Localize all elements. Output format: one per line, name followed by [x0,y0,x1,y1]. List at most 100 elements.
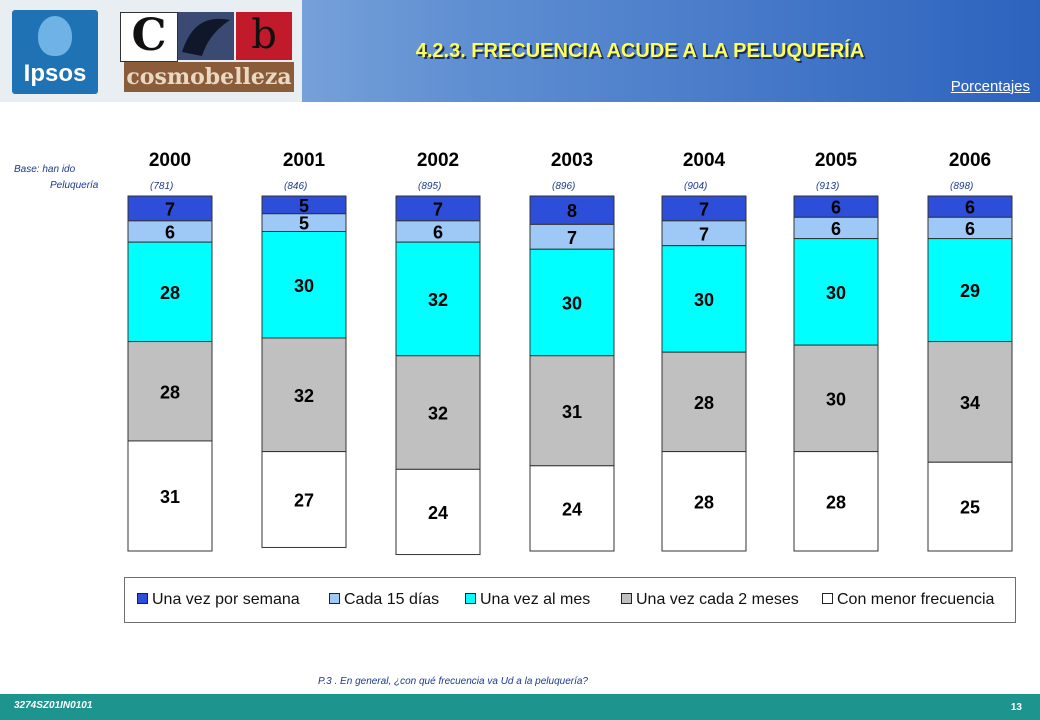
base-label: Base: han ido [14,164,76,175]
base-count-2001: (846) [284,181,307,192]
data-label-2002-2: 32 [428,290,448,310]
legend-swatch-3 [621,593,632,605]
data-label-2005-2: 30 [826,283,846,303]
data-label-2003-2: 30 [562,294,582,314]
units-label: Porcentajes [950,78,1030,95]
bar-segment-2003-4 [529,465,615,552]
base-label-2: Peluquería [50,180,99,191]
data-label-2001-2: 30 [294,276,314,296]
bar-segment-2005-2 [793,238,879,346]
data-label-2004-4: 28 [694,492,714,512]
data-label-2006-2: 29 [960,281,980,301]
bar-segment-2001-2 [261,231,347,339]
cosmobelleza-logo: cosmobelleza [124,62,294,92]
data-label-2005-3: 30 [826,389,846,409]
cb-logo-b: b [236,12,292,60]
bar-segment-2002-2 [395,241,481,357]
data-label-2004-1: 7 [699,224,709,244]
bar-segment-2000-4 [127,440,213,552]
legend-item-4: Con menor frecuencia [822,591,994,609]
base-count-2000: (781) [150,181,173,192]
legend-label-0: Una vez por semana [152,591,300,608]
legend-swatch-1 [329,593,340,605]
base-count-2006: (898) [950,181,973,192]
data-label-2000-2: 28 [160,283,180,303]
header-banner: Ipsos C b cosmobelleza 4.2.3. FRECUENCIA… [0,0,1040,102]
data-label-2005-1: 6 [831,219,841,239]
legend-label-4: Con menor frecuencia [837,591,995,608]
cb-logo-figure-icon [178,12,234,60]
data-label-2004-2: 30 [694,290,714,310]
data-label-2006-1: 6 [965,219,975,239]
base-count-2004: (904) [684,181,707,192]
data-label-2001-1: 5 [299,214,309,234]
legend-swatch-4 [822,593,833,605]
data-label-2005-0: 6 [831,198,841,218]
legend-label-2: Una vez al mes [480,591,591,608]
page-title: 4.2.3. FRECUENCIA ACUDE A LA PELUQUERÍA [415,40,865,62]
data-label-2000-1: 6 [165,223,175,243]
bar-segment-2002-0 [395,195,481,222]
bar-segment-2001-4 [261,451,347,548]
year-label-2002: 2002 [417,150,459,171]
data-label-2006-4: 25 [960,498,980,518]
bar-segment-2004-0 [661,195,747,222]
data-label-2000-4: 31 [160,487,180,507]
data-label-2002-0: 7 [433,199,443,219]
bar-segment-2006-4 [927,461,1013,552]
data-label-2004-0: 7 [699,199,709,219]
data-label-2002-3: 32 [428,404,448,424]
legend-swatch-2 [465,593,476,605]
bar-segment-2006-2 [927,238,1013,343]
legend-item-0: Una vez por semana [137,591,300,609]
base-count-2003: (896) [552,181,575,192]
year-label-2001: 2001 [283,150,326,171]
bar-segment-2004-2 [661,245,747,353]
question-text: P.3 . En general, ¿con qué frecuencia va… [318,676,588,687]
data-label-2000-3: 28 [160,382,180,402]
data-label-2001-3: 32 [294,386,314,406]
data-label-2004-3: 28 [694,393,714,413]
bar-segment-2005-4 [793,451,879,552]
bar-segment-2000-2 [127,241,213,343]
data-label-2003-3: 31 [562,402,582,422]
cb-logo-c: C [120,12,178,62]
bar-segment-2002-3 [395,355,481,470]
footer-bar: 3274SZ01IN0101 13 [0,694,1040,720]
data-label-2003-1: 7 [567,228,577,248]
bar-segment-2004-4 [661,451,747,552]
legend-label-3: Una vez cada 2 meses [636,591,799,608]
data-label-2002-1: 6 [433,223,443,243]
data-label-2003-0: 8 [567,201,577,221]
chart-legend: Una vez por semana Cada 15 días Una vez al… [124,577,1016,623]
ipsos-logo-text: Ipsos [23,60,87,87]
legend-item-2: Una vez al mes [465,591,590,609]
legend-swatch-0 [137,593,148,605]
year-label-2004: 2004 [683,150,726,171]
data-label-2005-4: 28 [826,492,846,512]
ipsos-face-icon [38,16,72,56]
legend-item-3: Una vez cada 2 meses [621,591,799,609]
data-label-2001-4: 27 [294,491,314,511]
bar-segment-2000-3 [127,341,213,442]
year-label-2006: 2006 [949,150,991,171]
data-label-2006-0: 6 [965,198,975,218]
data-label-2003-4: 24 [562,499,582,519]
page-number: 13 [1010,702,1022,713]
bar-segment-2002-4 [395,468,481,556]
bar-segment-2003-0 [529,195,615,225]
legend-item-1: Cada 15 días [329,591,439,609]
data-label-2000-0: 7 [165,199,175,219]
bar-segment-2004-3 [661,351,747,453]
base-count-2005: (913) [816,181,839,192]
bar-segment-2003-2 [529,248,615,357]
stacked-bar-chart: 2000 (781) 7 6 28 28 31 2001 (846) 55 30 32 27 2002 (8… [127,150,1013,556]
ipsos-logo: Ipsos [12,10,98,94]
base-count-2002: (895) [418,181,441,192]
year-label-2003: 2003 [551,150,593,171]
bar-segment-2001-3 [261,337,347,453]
year-label-2005: 2005 [815,150,858,171]
data-label-2002-4: 24 [428,503,448,523]
bar-segment-2005-3 [793,344,879,453]
year-label-2000: 2000 [149,150,191,171]
